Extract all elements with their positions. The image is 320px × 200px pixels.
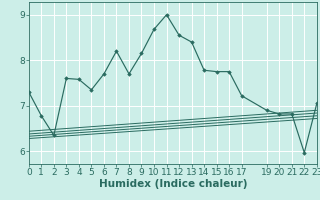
X-axis label: Humidex (Indice chaleur): Humidex (Indice chaleur)	[99, 179, 247, 189]
